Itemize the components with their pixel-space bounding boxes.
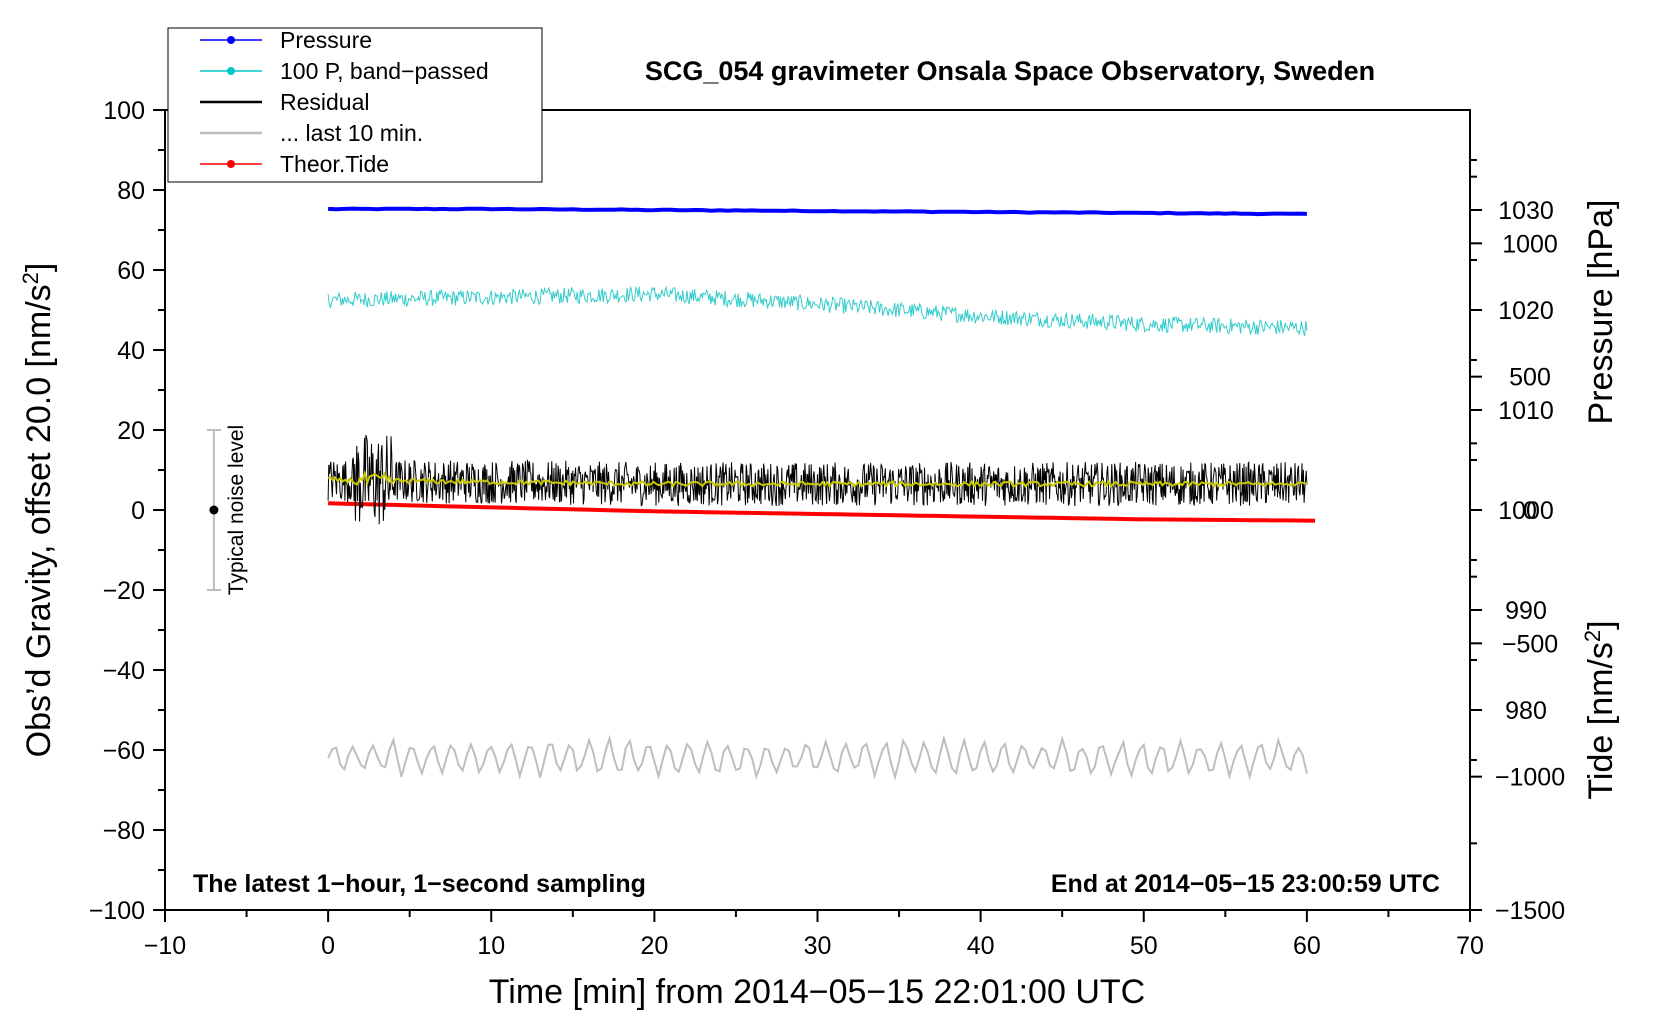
legend-marker <box>227 67 235 75</box>
tide-tick-label: 500 <box>1509 364 1551 392</box>
y-axis-gravity: −100 −80 −60 −40 −20 0 20 40 60 80 100 <box>89 97 165 925</box>
pressure-tick-label: 980 <box>1505 697 1547 725</box>
series-theor-tide <box>328 501 1316 523</box>
x-axis-label: Time [min] from 2014−05−15 22:01:00 UTC <box>489 973 1145 1011</box>
legend-marker <box>227 36 235 44</box>
x-tick-label: 20 <box>640 932 668 960</box>
tide-tick-label: 0 <box>1523 497 1537 525</box>
tide-tick-label: −1500 <box>1495 897 1565 925</box>
x-tick-label: 10 <box>477 932 505 960</box>
y-axis-label-gravity: Obs’d Gravity, offset 20.0 [nm/s2] <box>18 263 58 758</box>
legend-label: ... last 10 min. <box>280 120 423 146</box>
x-tick-label: 60 <box>1293 932 1321 960</box>
noise-indicator: Typical noise level <box>206 425 248 595</box>
pressure-tick-label: 1000 <box>1498 497 1554 525</box>
y-axis-label-pressure: Pressure [hPa] <box>1582 200 1620 425</box>
pressure-tick-label: 1020 <box>1498 297 1554 325</box>
y-axis-label-tide-close: ] <box>1582 620 1620 629</box>
y-tick-label: 60 <box>117 257 145 285</box>
series-residual <box>327 434 1308 525</box>
y-axis-tide: −1500 −1000 −500 0 500 1000 <box>1470 175 1565 925</box>
tide-tick-label: 1000 <box>1502 230 1558 258</box>
y-tick-label: 0 <box>131 497 145 525</box>
legend-marker <box>227 160 235 168</box>
tide-tick-label: −500 <box>1502 630 1558 658</box>
y-tick-label: −60 <box>103 737 145 765</box>
series-band-passed-pressure <box>327 285 1308 337</box>
series-layer <box>327 206 1316 781</box>
noise-bar-center-dot <box>209 505 219 515</box>
y-axis-label-gravity-close: ] <box>20 263 58 272</box>
x-tick-label: 70 <box>1456 932 1484 960</box>
y-tick-label: −100 <box>89 897 145 925</box>
x-tick-label: 50 <box>1130 932 1158 960</box>
series-pressure <box>328 206 1307 217</box>
y-axis-label-tide: Tide [nm/s2] <box>1580 620 1620 799</box>
legend-label: Residual <box>280 89 370 115</box>
y-axis-label-gravity-text: Obs’d Gravity, offset 20.0 [nm/s <box>20 284 58 757</box>
y-tick-label: 40 <box>117 337 145 365</box>
x-tick-label: 0 <box>321 932 335 960</box>
pressure-tick-label: 1010 <box>1498 397 1554 425</box>
y-axis-label-tide-text: Tide [nm/s <box>1582 642 1620 799</box>
annotation-sampling: The latest 1−hour, 1−second sampling <box>193 870 646 898</box>
y-tick-label: −20 <box>103 577 145 605</box>
chart-title: SCG_054 gravimeter Onsala Space Observat… <box>645 56 1375 86</box>
x-tick-label: 30 <box>804 932 832 960</box>
series-last-10-min <box>327 734 1308 781</box>
noise-label: Typical noise level <box>225 425 248 595</box>
y-tick-label: 20 <box>117 417 145 445</box>
y-tick-label: 100 <box>103 97 145 125</box>
y-tick-label: 80 <box>117 177 145 205</box>
y-axis-label-gravity-sup: 2 <box>18 272 43 284</box>
y-tick-label: −80 <box>103 817 145 845</box>
legend-label: Pressure <box>280 27 372 53</box>
pressure-tick-label: 1030 <box>1498 197 1554 225</box>
plot-frame <box>164 109 1471 911</box>
tide-tick-label: −1000 <box>1495 764 1565 792</box>
legend-entries: Pressure 100 P, band−passed Residual ... la… <box>200 27 489 177</box>
y-axis-label-tide-sup: 2 <box>1580 630 1605 642</box>
x-tick-label: 40 <box>967 932 995 960</box>
series-residual-smoothed <box>328 469 1307 489</box>
y-tick-label: −40 <box>103 657 145 685</box>
legend: Pressure 100 P, band−passed Residual ... la… <box>167 27 543 183</box>
pressure-tick-label: 990 <box>1505 597 1547 625</box>
y-axis-pressure: 980 990 1000 1010 1020 1030 <box>1470 159 1554 761</box>
legend-label: Theor.Tide <box>280 151 389 177</box>
x-tick-label: −10 <box>144 932 186 960</box>
x-axis: −10 0 10 20 30 40 50 60 70 <box>144 910 1484 960</box>
annotation-end-time: End at 2014−05−15 23:00:59 UTC <box>1051 870 1440 898</box>
legend-box <box>167 27 543 183</box>
legend-label: 100 P, band−passed <box>280 58 489 84</box>
